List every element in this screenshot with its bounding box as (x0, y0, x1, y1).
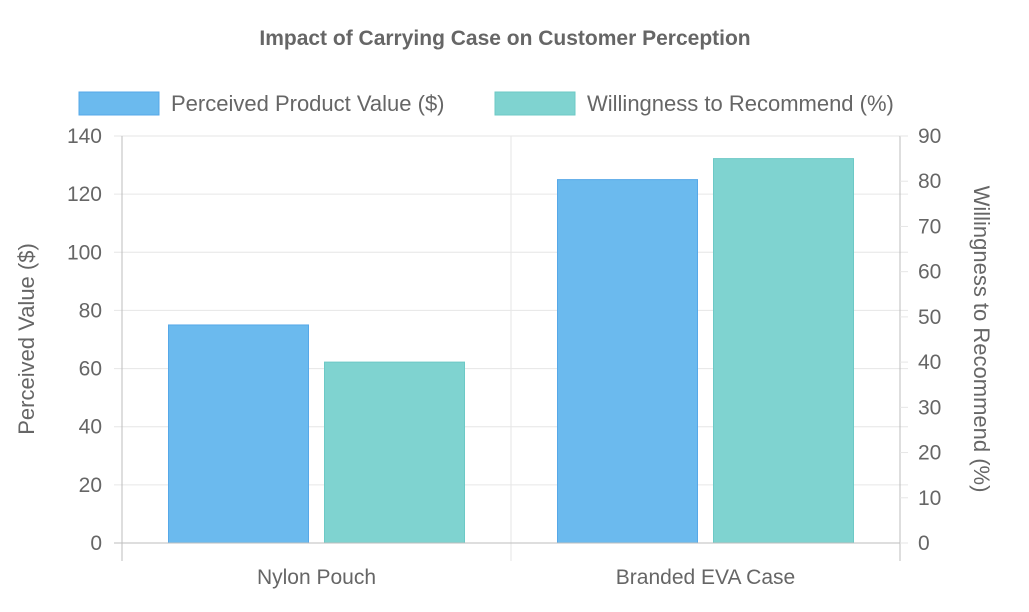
right-tick-label: 30 (918, 396, 941, 419)
legend-swatch-willingness (494, 91, 576, 116)
right-tick-label: 40 (918, 351, 941, 374)
left-tick-label: 120 (67, 183, 102, 206)
bar-perceived-value-1 (557, 179, 698, 544)
right-tick-label: 10 (918, 487, 941, 510)
legend-item-willingness[interactable]: Willingness to Recommend (%) (494, 91, 894, 116)
right-tick-label: 20 (918, 442, 941, 465)
left-axis-title: Perceived Value ($) (14, 243, 39, 435)
left-tick-label: 0 (90, 532, 102, 555)
right-tick-label: 60 (918, 261, 941, 284)
left-tick-label: 80 (79, 299, 102, 322)
legend-item-perceived-value[interactable]: Perceived Product Value ($) (78, 91, 445, 116)
left-axis-ticks: 0 20 40 60 80 100 120 140 (67, 125, 102, 555)
left-tick-label: 60 (79, 358, 102, 381)
axes (114, 136, 908, 561)
left-tick-label: 40 (79, 416, 102, 439)
bar-willingness-1 (713, 158, 854, 544)
chart-title: Impact of Carrying Case on Customer Perc… (259, 27, 750, 50)
right-axis-ticks: 0 10 20 30 40 50 60 70 80 90 (900, 125, 941, 555)
left-tick-label: 100 (67, 241, 102, 264)
right-axis-title: Willingness to Recommend (%) (969, 186, 994, 493)
right-tick-label: 80 (918, 170, 941, 193)
left-tick-label: 140 (67, 125, 102, 148)
right-tick-label: 70 (918, 215, 941, 238)
right-tick-label: 0 (918, 532, 930, 555)
legend-label-perceived-value: Perceived Product Value ($) (171, 91, 445, 116)
legend-swatch-perceived-value (78, 91, 160, 116)
bar-willingness-0 (324, 361, 465, 544)
legend-label-willingness: Willingness to Recommend (%) (587, 91, 894, 116)
category-label: Nylon Pouch (257, 566, 376, 589)
bars (168, 158, 854, 544)
right-tick-label: 90 (918, 125, 941, 148)
bar-perceived-value-0 (168, 324, 309, 544)
category-label: Branded EVA Case (616, 566, 795, 589)
category-labels: Nylon Pouch Branded EVA Case (257, 566, 795, 589)
right-tick-label: 50 (918, 306, 941, 329)
legend: Perceived Product Value ($) Willingness … (78, 91, 894, 116)
left-tick-label: 20 (79, 474, 102, 497)
